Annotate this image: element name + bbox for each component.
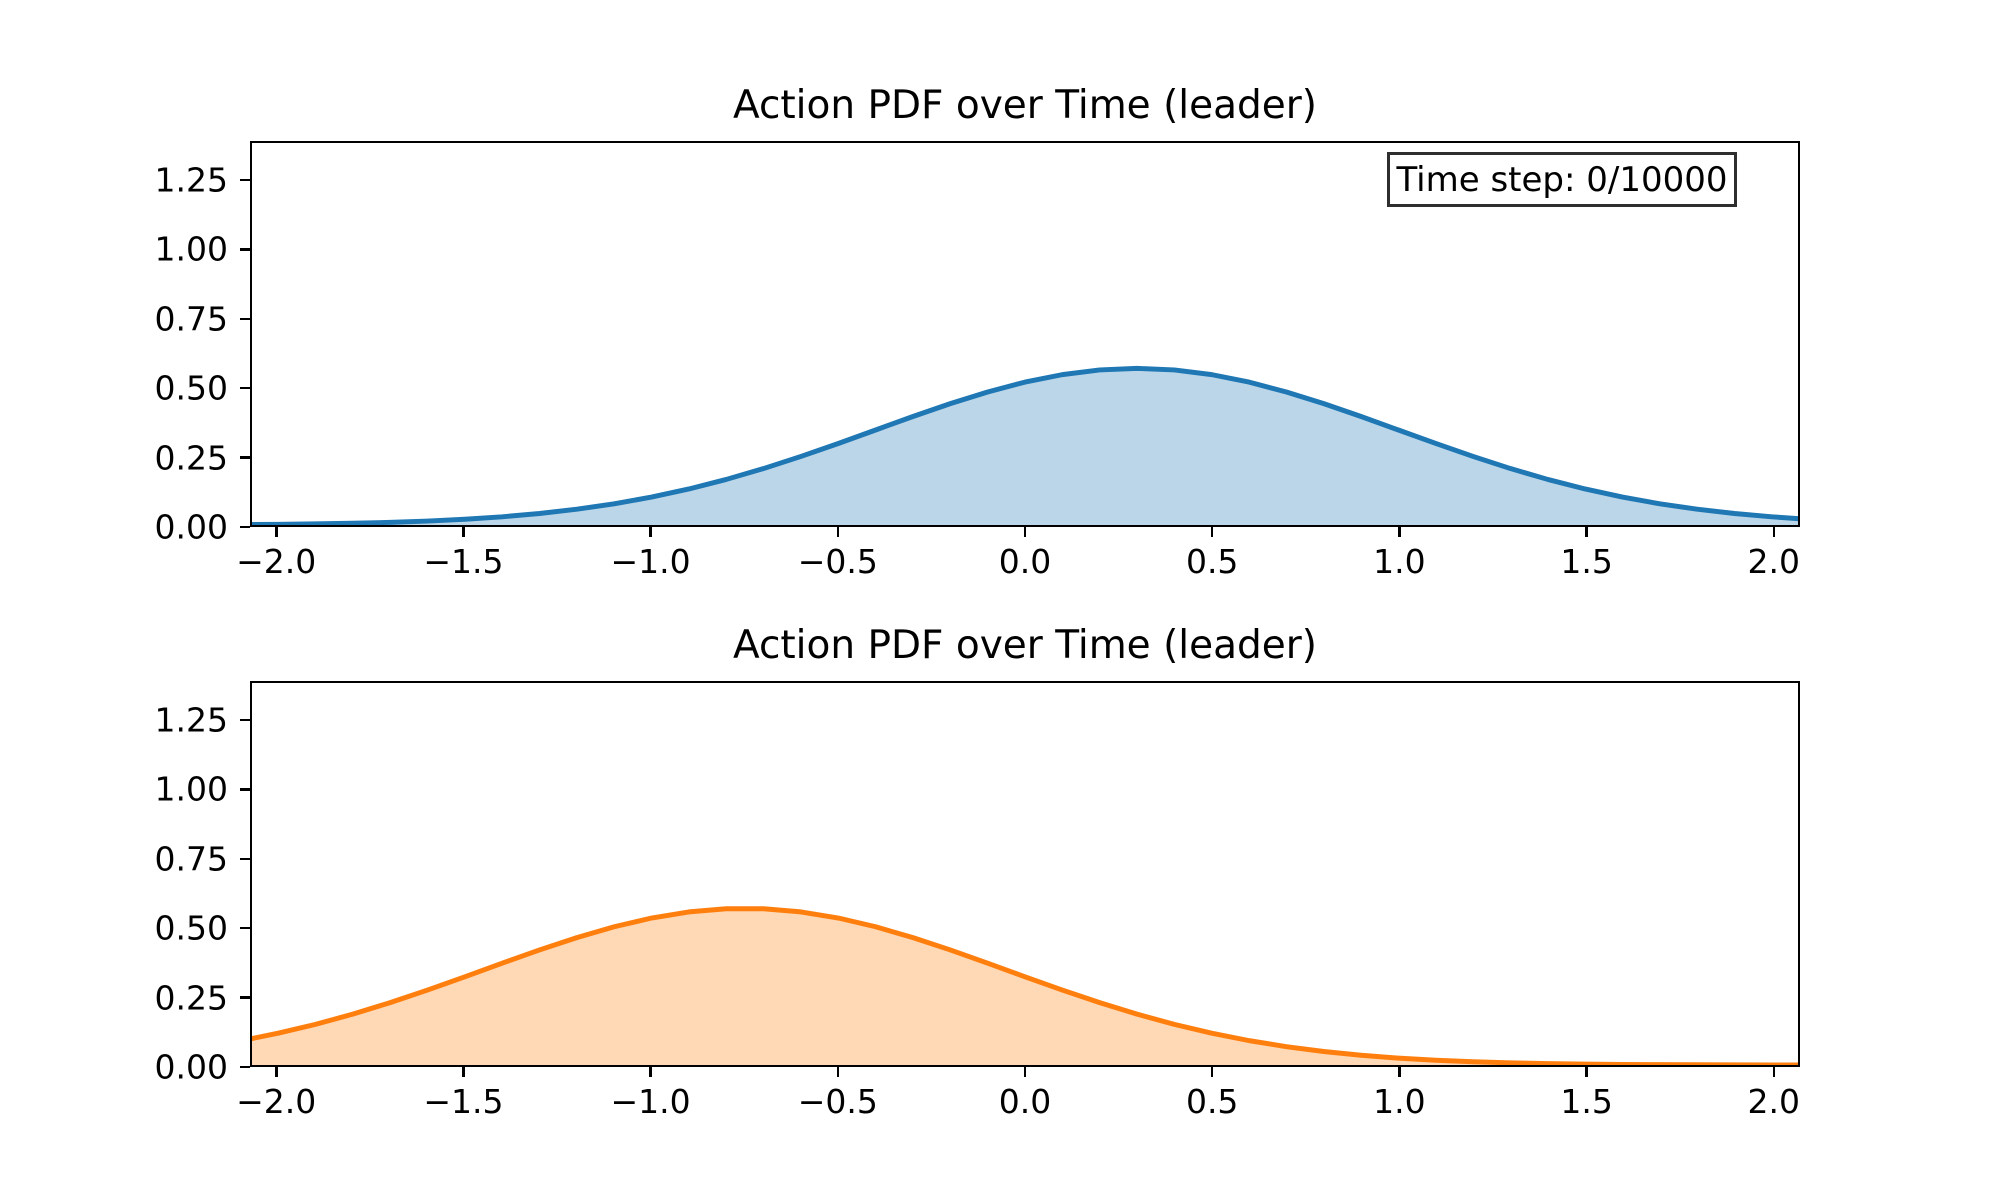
subplot1-x-tick-label: 0.0 — [998, 542, 1052, 581]
subplot2-y-tick-mark — [240, 788, 250, 791]
subplot1-title: Action PDF over Time (leader) — [732, 83, 1318, 128]
subplot1-x-tick-mark — [1398, 527, 1401, 537]
subplot2-x-tick-label: 0.0 — [998, 1082, 1052, 1121]
subplot2-x-tick-label: −1.0 — [610, 1082, 691, 1121]
subplot2-y-tick-label: 0.75 — [154, 839, 228, 879]
subplot2-x-tick-label: −2.0 — [236, 1082, 317, 1121]
subplot2-x-tick-label: 0.5 — [1185, 1082, 1239, 1121]
subplot1-y-tick-label: 0.00 — [154, 507, 228, 547]
subplot1-x-tick-label: 0.5 — [1185, 542, 1239, 581]
subplot1-y-tick-mark — [240, 386, 250, 390]
subplot2-y-tick-label: 0.00 — [154, 1047, 228, 1087]
subplot2-y-tick-mark — [240, 926, 250, 930]
subplot2-y-tick-mark — [240, 996, 250, 999]
subplot2-x-tick-label: 2.0 — [1747, 1082, 1801, 1121]
subplot2-x-tick-mark — [1023, 1067, 1027, 1077]
subplot1-y-tick-mark — [240, 248, 250, 251]
subplot2-x-tick-label: −0.5 — [797, 1082, 878, 1121]
subplot2-x-tick-mark — [649, 1067, 652, 1077]
subplot2-x-tick-mark — [836, 1067, 840, 1077]
subplot2-axes — [250, 681, 1800, 1067]
subplot2-plot-area — [252, 906, 1798, 1065]
subplot1-x-tick-mark — [1023, 527, 1027, 537]
subplot1-x-tick-label: −0.5 — [797, 542, 878, 581]
subplot1-y-tick-mark — [240, 456, 250, 459]
subplot1-x-tick-mark — [836, 527, 840, 537]
subplot2-y-tick-label: 0.50 — [154, 908, 228, 948]
subplot2-x-tick-label: −1.5 — [423, 1082, 504, 1121]
subplot1-x-tick-mark — [462, 527, 465, 537]
subplot2-x-tick-mark — [1210, 1067, 1214, 1077]
leader-action-pdf-orange-fill — [252, 908, 1798, 1065]
subplot1-y-tick-mark — [240, 317, 250, 320]
subplot2-y-tick-label: 0.25 — [154, 978, 228, 1018]
subplot1-y-tick-label: 1.00 — [154, 229, 228, 269]
subplot2-x-tick-mark — [1585, 1067, 1588, 1077]
subplot2-y-tick-label: 1.00 — [154, 769, 228, 809]
subplot1-x-tick-label: −2.0 — [236, 542, 317, 581]
subplot2-x-tick-mark — [275, 1067, 278, 1077]
subplot1-x-tick-label: 1.0 — [1373, 542, 1426, 581]
time-step-annotation: Time step: 0/10000 — [1387, 152, 1737, 207]
leader-action-pdf-blue-fill — [252, 368, 1798, 525]
leader-action-pdf-orange-line — [252, 906, 1798, 1065]
subplot2-y-tick-label: 1.25 — [154, 700, 228, 740]
subplot1-x-tick-label: 2.0 — [1747, 542, 1801, 581]
subplot1-plot-area — [252, 365, 1798, 525]
subplot2-x-tick-label: 1.0 — [1373, 1082, 1426, 1121]
subplot2-y-tick-mark — [240, 718, 250, 722]
subplot1-y-tick-label: 0.50 — [154, 368, 228, 408]
subplot1-x-tick-label: −1.5 — [423, 542, 504, 581]
subplot2-x-tick-label: 1.5 — [1560, 1082, 1613, 1121]
subplot1-x-tick-mark — [649, 527, 652, 537]
subplot1-x-tick-label: 1.5 — [1560, 542, 1613, 581]
subplot1-x-tick-label: −1.0 — [610, 542, 691, 581]
subplot1-y-tick-mark — [240, 525, 250, 529]
time-step-annotation-text: Time step: 0/10000 — [1396, 159, 1728, 200]
subplot2-x-tick-mark — [1772, 1067, 1775, 1077]
subplot2-x-tick-mark — [1398, 1067, 1401, 1077]
subplot1-x-tick-mark — [1585, 527, 1588, 537]
subplot1-x-tick-mark — [275, 527, 278, 537]
subplot2-x-tick-mark — [462, 1067, 465, 1077]
subplot1-y-tick-mark — [240, 178, 250, 182]
leader-action-pdf-blue-line — [252, 365, 1798, 525]
subplot1-x-tick-mark — [1210, 527, 1214, 537]
subplot2-title: Action PDF over Time (leader) — [732, 623, 1318, 668]
subplot1-y-tick-label: 0.25 — [154, 438, 228, 478]
subplot1-y-tick-label: 1.25 — [154, 160, 228, 200]
subplot1-x-tick-mark — [1772, 527, 1775, 537]
subplot2-y-tick-mark — [240, 857, 250, 860]
subplot2-y-tick-mark — [240, 1065, 250, 1069]
subplot1-y-tick-label: 0.75 — [154, 299, 228, 339]
